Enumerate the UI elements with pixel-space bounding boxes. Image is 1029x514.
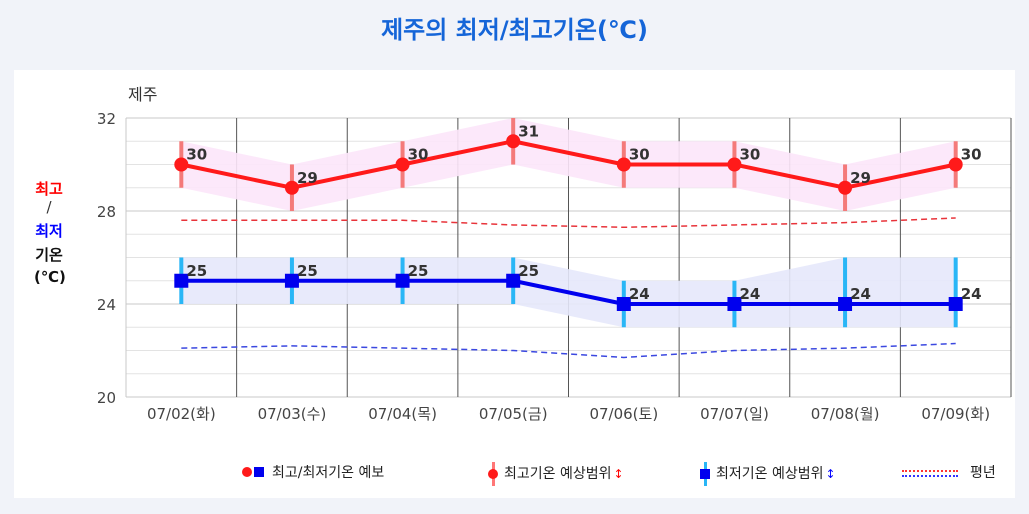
- low-temp-label: 24: [850, 285, 871, 303]
- legend-item-forecast: 최고/최저기온 예보: [242, 462, 384, 482]
- legend-item-normal: 평년: [902, 462, 996, 482]
- high-temp-label: 29: [297, 169, 318, 187]
- low-temp-label: 25: [297, 262, 318, 280]
- high-temp-label: 30: [186, 146, 207, 164]
- y-axis-label-low: 최저: [35, 222, 63, 240]
- x-tick-label: 07/02(화): [147, 405, 216, 423]
- low-temp-label: 24: [739, 285, 760, 303]
- normal-line-icon: [902, 469, 958, 477]
- legend-item-high-range: 최고기온 예상범위 ↕: [488, 462, 624, 486]
- location-label: 제주: [128, 85, 157, 104]
- y-axis-label-unit: (℃): [34, 268, 66, 286]
- x-tick-label: 07/07(일): [700, 405, 769, 423]
- high-range-band: [181, 118, 956, 211]
- x-tick-label: 07/08(월): [811, 405, 880, 423]
- low-temp-label: 25: [518, 262, 539, 280]
- low-temp-point: [284, 273, 299, 288]
- high-temp-label: 31: [518, 122, 539, 140]
- x-tick-label: 07/04(목): [368, 405, 437, 423]
- high-temp-point: [838, 180, 853, 195]
- high-temp-point: [174, 157, 189, 172]
- low-temp-point: [727, 297, 742, 311]
- low-temp-label: 25: [186, 262, 207, 280]
- y-axis-label-high: 최고: [35, 180, 63, 198]
- y-tick-label: 20: [97, 389, 116, 407]
- legend-item-low-range: 최저기온 예상범위 ↕: [700, 462, 836, 486]
- low-temp-point: [838, 297, 853, 311]
- blue-updown-arrow-icon: ↕: [825, 467, 836, 481]
- page-title: 제주의 최저/최고기온(℃): [381, 16, 648, 44]
- high-temp-label: 30: [961, 146, 982, 164]
- y-tick-label: 24: [97, 296, 116, 314]
- y-axis-label-temp: 기온: [35, 246, 63, 264]
- blue-square-icon: [700, 469, 710, 479]
- high-temp-point: [395, 157, 410, 172]
- low-temp-point: [174, 273, 189, 288]
- x-tick-label: 07/06(토): [589, 405, 658, 423]
- high-temp-point: [284, 180, 299, 195]
- high-temp-point: [948, 157, 963, 172]
- y-tick-label: 28: [97, 203, 116, 221]
- high-temp-label: 30: [408, 146, 429, 164]
- low-temp-line: [181, 278, 956, 306]
- temperature-chart: 제주 20 24 28 32 07/02(화) 07/03(수) 07/04(목) 07/05(…: [97, 85, 1012, 423]
- x-tick-label: 07/09(화): [921, 405, 990, 423]
- x-tick-label: 07/05(금): [479, 405, 548, 423]
- low-temp-label: 24: [961, 285, 982, 303]
- low-temp-point: [616, 297, 631, 311]
- y-axis-label-slash: /: [46, 198, 52, 216]
- red-dot-icon: [488, 469, 498, 479]
- legend-label-forecast: 최고/최저기온 예보: [272, 465, 385, 481]
- legend-label-low-range: 최저기온 예상범위: [716, 466, 824, 482]
- legend-label-normal: 평년: [970, 465, 996, 481]
- low-temp-point: [948, 297, 963, 311]
- red-dot-icon: [242, 467, 252, 477]
- blue-square-icon: [254, 467, 264, 477]
- high-temp-point: [506, 134, 521, 149]
- high-temp-label: 30: [739, 146, 760, 164]
- low-temp-label: 24: [629, 285, 650, 303]
- chart-panel: 제주 20 24 28 32 07/02(화) 07/03(수) 07/04(목) 07/05(…: [14, 70, 1015, 498]
- red-updown-arrow-icon: ↕: [613, 467, 624, 481]
- high-temp-point: [727, 157, 742, 172]
- x-tick-label: 07/03(수): [258, 405, 327, 423]
- low-temp-label: 25: [408, 262, 429, 280]
- high-temp-label: 29: [850, 169, 871, 187]
- legend-label-high-range: 최고기온 예상범위: [504, 466, 612, 482]
- y-tick-label: 32: [97, 110, 116, 128]
- high-temp-label: 30: [629, 146, 650, 164]
- low-temp-point: [506, 273, 521, 288]
- high-temp-line: [180, 139, 957, 190]
- normal-high-line: [181, 217, 956, 229]
- normal-low-line: [181, 342, 956, 359]
- high-temp-point: [616, 157, 631, 172]
- low-temp-point: [395, 273, 410, 288]
